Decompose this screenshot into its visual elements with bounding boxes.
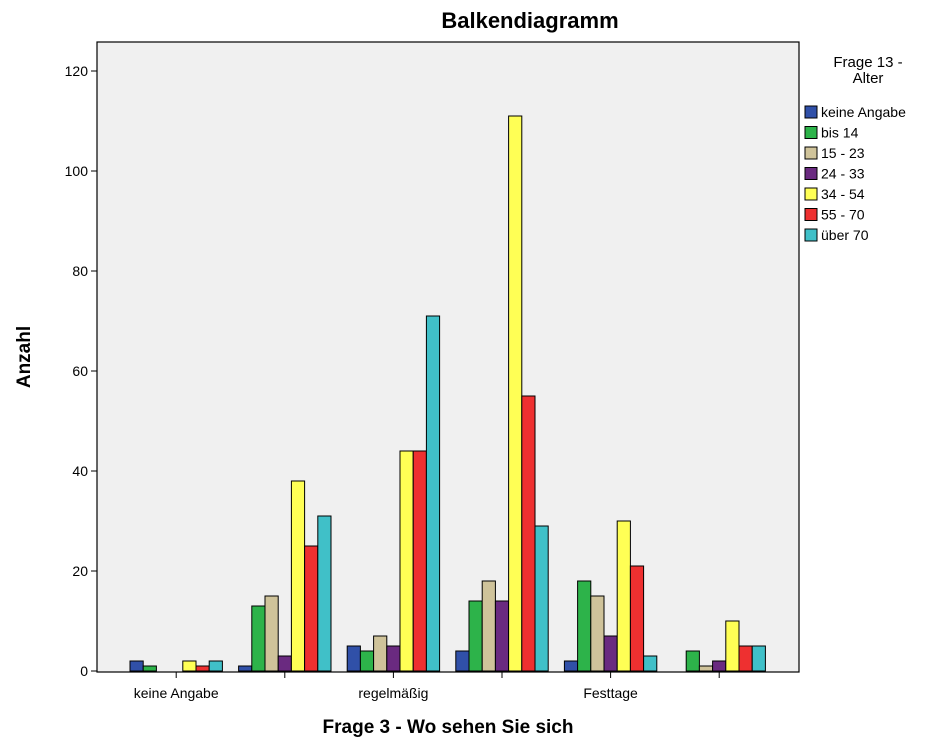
x-tick-label: Festtage: [583, 685, 638, 701]
legend-swatch: [804, 228, 818, 242]
chart-title: Balkendiagramm: [441, 8, 618, 33]
bar: [264, 595, 279, 672]
bar: [455, 650, 470, 672]
y-tick-label: 0: [80, 663, 88, 679]
bar: [616, 520, 631, 672]
bar: [534, 525, 549, 672]
bar: [208, 660, 223, 672]
bar: [603, 635, 618, 672]
bar: [468, 600, 483, 672]
bar: [142, 665, 157, 672]
bar: [685, 650, 700, 672]
y-tick-label: 40: [72, 463, 88, 479]
legend-label: 55 - 70: [821, 207, 865, 223]
legend-label: über 70: [821, 227, 869, 243]
y-tick-label: 80: [72, 263, 88, 279]
bar: [399, 450, 414, 672]
legend-label: 24 - 33: [821, 166, 865, 182]
y-tick-label: 100: [65, 163, 89, 179]
y-tick-label: 60: [72, 363, 88, 379]
bar: [373, 635, 388, 672]
bar: [563, 660, 579, 672]
plot-area: [96, 41, 800, 673]
bar: [629, 565, 645, 672]
legend-title: Alter: [853, 70, 884, 87]
bar: [195, 665, 210, 672]
bar: [738, 645, 753, 672]
legend-swatch: [804, 208, 818, 221]
bar: [508, 115, 523, 672]
bar: [712, 660, 727, 672]
bar: [425, 315, 441, 672]
legend-label: keine Angabe: [821, 104, 906, 120]
bar: [481, 580, 496, 672]
legend-title: Frage 13 -: [833, 54, 902, 71]
bar: [251, 605, 266, 672]
y-tick-label: 120: [65, 63, 89, 79]
bar: [290, 480, 306, 672]
bar: [129, 660, 144, 672]
bar: [494, 600, 510, 672]
legend-label: 15 - 23: [821, 145, 865, 161]
bar: [577, 580, 592, 672]
legend-swatch: [804, 126, 818, 139]
x-tick-label: keine Angabe: [134, 685, 219, 701]
legend: Frage 13 -Alter keine Angabe bis 14 15 - 23…: [804, 54, 906, 243]
bars: [129, 115, 766, 672]
legend-swatch: [804, 105, 818, 119]
bar: [725, 620, 740, 672]
x-axis-title: Frage 3 - Wo sehen Sie sich: [323, 717, 574, 738]
legend-swatch: [804, 146, 818, 160]
legend-swatch: [804, 187, 818, 201]
bar: [346, 645, 361, 672]
x-axis: keine Angabe regelmäßig Festtage: [134, 672, 720, 701]
bar: [643, 655, 658, 672]
x-tick-label: regelmäßig: [358, 685, 428, 701]
bar: [751, 645, 766, 672]
bar: [698, 665, 714, 672]
bar: [182, 660, 197, 672]
bar: [317, 515, 332, 672]
y-tick-label: 20: [72, 563, 88, 579]
y-axis: 0 20 40 60 80 100 120: [65, 63, 97, 679]
bar: [412, 450, 427, 672]
bar: [277, 655, 292, 672]
legend-label: bis 14: [821, 125, 859, 141]
bar: [521, 395, 536, 672]
legend-label: 34 - 54: [821, 186, 865, 202]
bar: [304, 545, 319, 672]
bar: [590, 595, 605, 672]
bar: [359, 650, 375, 672]
legend-swatch: [804, 167, 818, 180]
bar: [386, 645, 401, 672]
bar: [238, 665, 253, 672]
y-axis-title: Anzahl: [14, 326, 35, 388]
